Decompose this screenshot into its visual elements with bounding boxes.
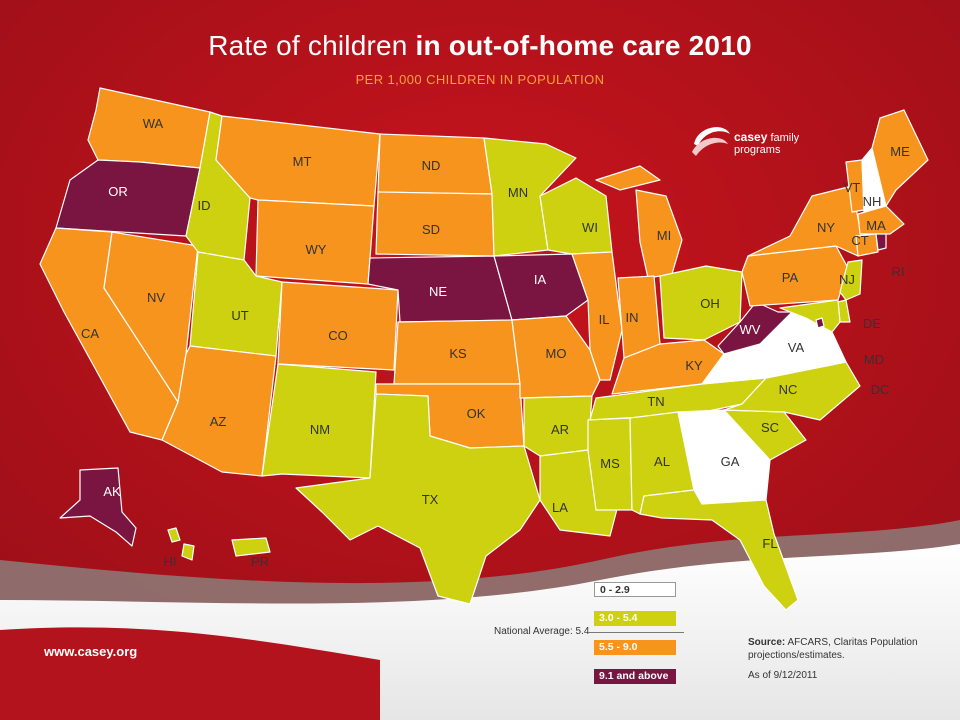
state-co [277,281,399,371]
state-wi [539,177,613,255]
state-label-id: ID [198,198,211,213]
state-label-sd: SD [422,222,440,237]
state-label-al: AL [654,454,670,469]
state-label-wi: WI [582,220,598,235]
state-label-de: DE [863,316,881,331]
as-of-date: As of 9/12/2011 [748,670,818,681]
state-label-nm: NM [310,422,330,437]
state-label-nd: ND [422,158,441,173]
state-label-mn: MN [508,185,528,200]
state-label-ne: NE [429,284,447,299]
state-in [617,275,661,359]
website-url: www.casey.org [44,644,138,659]
state-label-ga: GA [721,454,740,469]
state-ri [875,233,887,251]
logo-rest: family programs [734,132,800,156]
casey-logo: casey family programs [688,116,848,166]
state-label-pa: PA [782,270,799,285]
logo-brand: casey [734,130,768,144]
state-label-ma: MA [866,218,886,233]
legend-item-0-2-9: 0 - 2.9 [594,582,676,597]
state-label-va: VA [788,340,805,355]
state-ak [59,467,137,547]
state-nj [839,259,863,301]
state-label-ak: AK [103,484,121,499]
state-label-il: IL [599,312,610,327]
state-ma [857,205,905,235]
state-label-wv: WV [740,322,761,337]
state-label-co: CO [328,328,348,343]
state-label-hi: HI [164,554,177,569]
state-md [779,299,841,333]
state-label-ny: NY [817,220,835,235]
state-il [571,251,623,381]
state-label-md: MD [864,352,884,367]
state-label-ut: UT [231,308,248,323]
state-label-ar: AR [551,422,569,437]
state-label-ms: MS [600,456,620,471]
title-plain: Rate of children [208,30,408,61]
state-ny [747,185,863,257]
page-title: Rate of children in out-of-home care 201… [0,30,960,62]
state-label-mt: MT [293,154,312,169]
state-label-wy: WY [306,242,327,257]
state-label-tx: TX [422,492,439,507]
state-mo [511,315,601,399]
state-label-ky: KY [685,358,703,373]
state-label-me: ME [890,144,910,159]
state-label-in: IN [626,310,639,325]
state-label-fl: FL [762,536,777,551]
state-label-vt: VT [844,180,861,195]
state-label-mi: MI [657,228,671,243]
state-label-nv: NV [147,290,165,305]
state-label-or: OR [108,184,128,199]
legend-item-3-0-5-4: 3.0 - 5.4 [594,611,676,626]
title-bold: in out-of-home care 2010 [415,30,752,61]
source-text: AFCARS, Claritas Population projections/… [748,637,918,661]
state-label-pr: PR [251,554,269,569]
state-label-nh: NH [863,194,882,209]
source-label: Source: [748,637,786,648]
state-or [55,159,201,237]
state-ia [493,253,589,321]
state-label-dc: DC [871,382,890,397]
state-label-nj: NJ [839,272,855,287]
state-label-sc: SC [761,420,779,435]
state-dc [815,317,825,329]
state-label-ok: OK [467,406,486,421]
state-label-ia: IA [534,272,547,287]
state-hi [167,527,195,561]
logo-text: casey family programs [734,130,848,156]
state-az [161,345,277,477]
state-label-ri: RI [892,264,905,279]
state-label-la: LA [552,500,568,515]
state-label-az: AZ [210,414,227,429]
national-average-line [588,632,684,633]
legend-item-5-5-9-0: 5.5 - 9.0 [594,640,676,655]
state-label-ks: KS [449,346,467,361]
state-wv [717,301,793,355]
source-note: Source: AFCARS, Claritas Population proj… [748,636,928,662]
state-label-oh: OH [700,296,720,311]
state-label-tn: TN [647,394,664,409]
state-tx [295,393,541,605]
page-subtitle: PER 1,000 CHILDREN IN POPULATION [355,72,605,87]
state-fl [639,489,799,611]
state-ct [855,233,879,257]
state-nm [261,363,377,479]
swirl-icon [692,127,730,156]
national-average: National Average: 5.4 [494,626,590,637]
state-label-nc: NC [779,382,798,397]
legend-item-9-1-up: 9.1 and above [594,669,676,684]
state-label-wa: WA [143,116,164,131]
state-label-ct: CT [851,233,868,248]
state-pr [231,537,271,557]
legend: 0 - 2.9 3.0 - 5.4 5.5 - 9.0 9.1 and abov… [594,582,676,698]
state-label-ca: CA [81,326,99,341]
state-label-mo: MO [546,346,567,361]
